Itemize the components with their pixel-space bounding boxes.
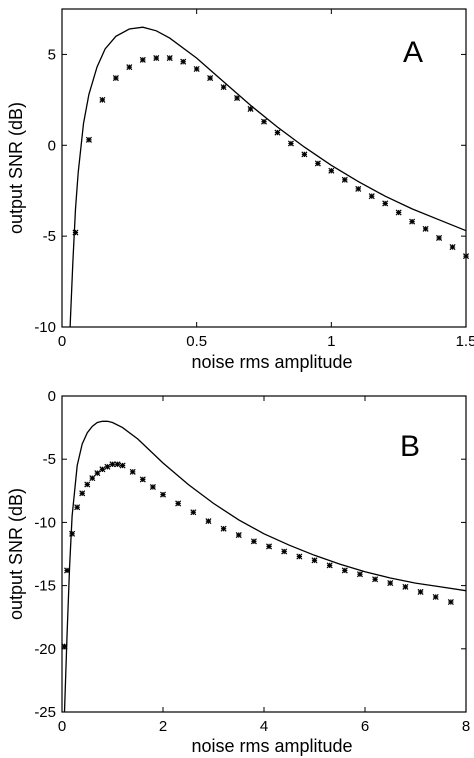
data-point bbox=[250, 538, 257, 545]
chart-panel-b: 0 2 4 6 8 -25 -20 -15 -10 -5 0 noise rms amplitude o… bbox=[6, 388, 470, 756]
x-axis-label: noise rms amplitude bbox=[191, 352, 352, 372]
data-point bbox=[64, 567, 71, 574]
data-point bbox=[114, 461, 121, 468]
data-point bbox=[326, 562, 333, 569]
theory-curve bbox=[63, 420, 466, 712]
data-point bbox=[61, 643, 68, 650]
theory-curve bbox=[69, 26, 466, 327]
data-point bbox=[69, 530, 76, 537]
data-point bbox=[235, 532, 242, 539]
data-point bbox=[436, 234, 443, 241]
y-tick-label: -20 bbox=[34, 641, 56, 658]
data-point bbox=[112, 75, 119, 82]
data-point bbox=[85, 136, 92, 143]
data-point bbox=[387, 580, 394, 587]
data-point bbox=[139, 476, 146, 483]
x-tick-label: 0 bbox=[58, 718, 66, 735]
data-point bbox=[119, 462, 126, 469]
data-point bbox=[166, 55, 173, 62]
y-axis-label: output SNR (dB) bbox=[6, 102, 26, 234]
data-point bbox=[417, 588, 424, 595]
data-point bbox=[328, 167, 335, 174]
x-tick-label: 1.5 bbox=[456, 333, 474, 350]
data-point bbox=[205, 518, 212, 525]
data-point bbox=[149, 483, 156, 491]
data-point bbox=[159, 491, 167, 498]
data-point bbox=[79, 490, 86, 497]
data-point bbox=[234, 95, 241, 102]
data-point bbox=[382, 200, 389, 207]
y-axis-label: output SNR (dB) bbox=[6, 488, 26, 620]
data-point bbox=[449, 244, 456, 251]
data-point bbox=[301, 151, 308, 158]
data-point bbox=[341, 567, 348, 574]
data-point bbox=[99, 96, 106, 103]
x-tick-label: 0.5 bbox=[186, 333, 207, 350]
data-point bbox=[356, 571, 363, 578]
data-point bbox=[220, 525, 227, 532]
data-point bbox=[372, 576, 379, 583]
data-point bbox=[104, 463, 111, 470]
data-point bbox=[462, 253, 470, 260]
data-point bbox=[395, 209, 402, 216]
data-point bbox=[129, 468, 136, 475]
data-point bbox=[311, 557, 318, 564]
x-tick-label: 1 bbox=[327, 333, 335, 350]
x-tick-label: 6 bbox=[361, 718, 369, 735]
data-point bbox=[402, 583, 409, 590]
x-axis-label: noise rms amplitude bbox=[191, 736, 352, 756]
data-point bbox=[153, 55, 160, 62]
data-point bbox=[126, 64, 133, 71]
y-tick-label: -5 bbox=[43, 451, 56, 468]
y-tick-label: -10 bbox=[34, 319, 56, 336]
y-tick-label: -25 bbox=[34, 704, 56, 721]
data-point bbox=[84, 481, 91, 488]
data-point bbox=[220, 84, 227, 91]
data-point bbox=[341, 176, 348, 183]
data-point bbox=[175, 500, 182, 507]
data-point bbox=[432, 593, 439, 601]
data-point bbox=[193, 65, 200, 72]
chart-panel-a: 0 0.5 1 1.5 -10 -5 0 5 noise rms amplitude output… bbox=[6, 8, 474, 372]
data-point bbox=[207, 75, 214, 82]
data-point bbox=[139, 56, 146, 63]
y-tick-label: -10 bbox=[34, 514, 56, 531]
data-point bbox=[368, 193, 375, 200]
y-tick-label: -15 bbox=[34, 578, 56, 595]
data-point bbox=[409, 218, 416, 225]
data-point bbox=[74, 504, 81, 511]
y-tick-label: -5 bbox=[43, 228, 56, 245]
x-tick-label: 2 bbox=[159, 718, 167, 735]
plot-frame bbox=[61, 8, 467, 328]
data-point bbox=[447, 599, 454, 606]
data-point bbox=[260, 118, 268, 125]
data-point bbox=[94, 470, 101, 477]
data-point bbox=[72, 229, 79, 236]
data-point bbox=[190, 509, 197, 516]
y-tick-label: 0 bbox=[48, 388, 56, 405]
data-point bbox=[314, 160, 321, 167]
data-point bbox=[274, 129, 281, 136]
data-point bbox=[99, 466, 106, 473]
x-tick-label: 0 bbox=[58, 333, 66, 350]
data-point bbox=[247, 105, 254, 112]
data-point bbox=[355, 185, 362, 192]
x-tick-label: 8 bbox=[462, 718, 470, 735]
data-point bbox=[180, 58, 187, 65]
data-point bbox=[281, 548, 288, 555]
x-tick-label: 4 bbox=[260, 718, 268, 735]
data-point bbox=[422, 225, 429, 232]
y-tick-label: 5 bbox=[48, 46, 56, 63]
data-point bbox=[287, 140, 294, 147]
data-point bbox=[89, 475, 96, 482]
y-tick-label: 0 bbox=[48, 137, 56, 154]
data-point bbox=[109, 461, 116, 468]
panel-letter: B bbox=[400, 430, 420, 463]
data-point bbox=[266, 543, 273, 550]
panel-letter: A bbox=[403, 36, 423, 69]
data-point bbox=[296, 553, 303, 560]
